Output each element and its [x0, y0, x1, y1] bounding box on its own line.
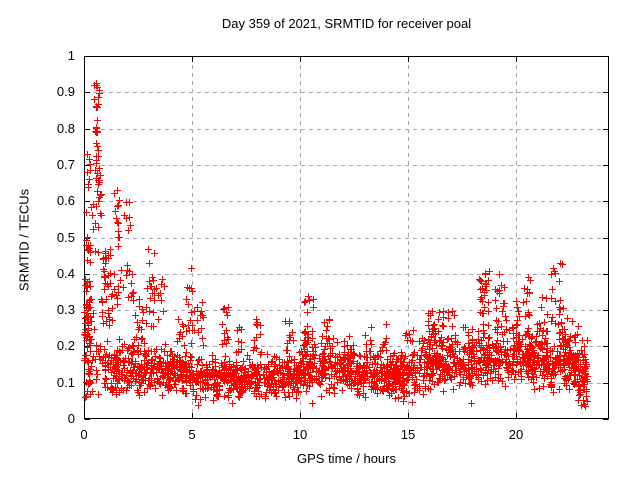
- x-tick-label: 0: [80, 427, 88, 442]
- chart-title: Day 359 of 2021, SRMTID for receiver poa…: [221, 16, 472, 31]
- y-tick-label: 0.8: [56, 121, 75, 136]
- y-tick-label: 0: [67, 411, 75, 426]
- y-tick-label: 0.4: [56, 266, 75, 281]
- x-tick-label: 20: [508, 427, 524, 442]
- x-tick-label: 15: [400, 427, 416, 442]
- y-tick-label: 0.1: [56, 375, 75, 390]
- x-axis-title: GPS time / hours: [297, 451, 396, 466]
- scatter-points: [81, 80, 591, 410]
- x-tick-label: 5: [188, 427, 196, 442]
- y-tick-label: 0.9: [56, 84, 75, 99]
- x-tick-label: 10: [292, 427, 308, 442]
- y-tick-label: 0.3: [56, 302, 75, 317]
- y-tick-label: 0.5: [56, 230, 75, 245]
- y-tick-label: 0.7: [56, 157, 75, 172]
- y-tick-label: 1: [67, 48, 75, 63]
- y-tick-label: 0.2: [56, 338, 75, 353]
- y-tick-label: 0.6: [56, 193, 75, 208]
